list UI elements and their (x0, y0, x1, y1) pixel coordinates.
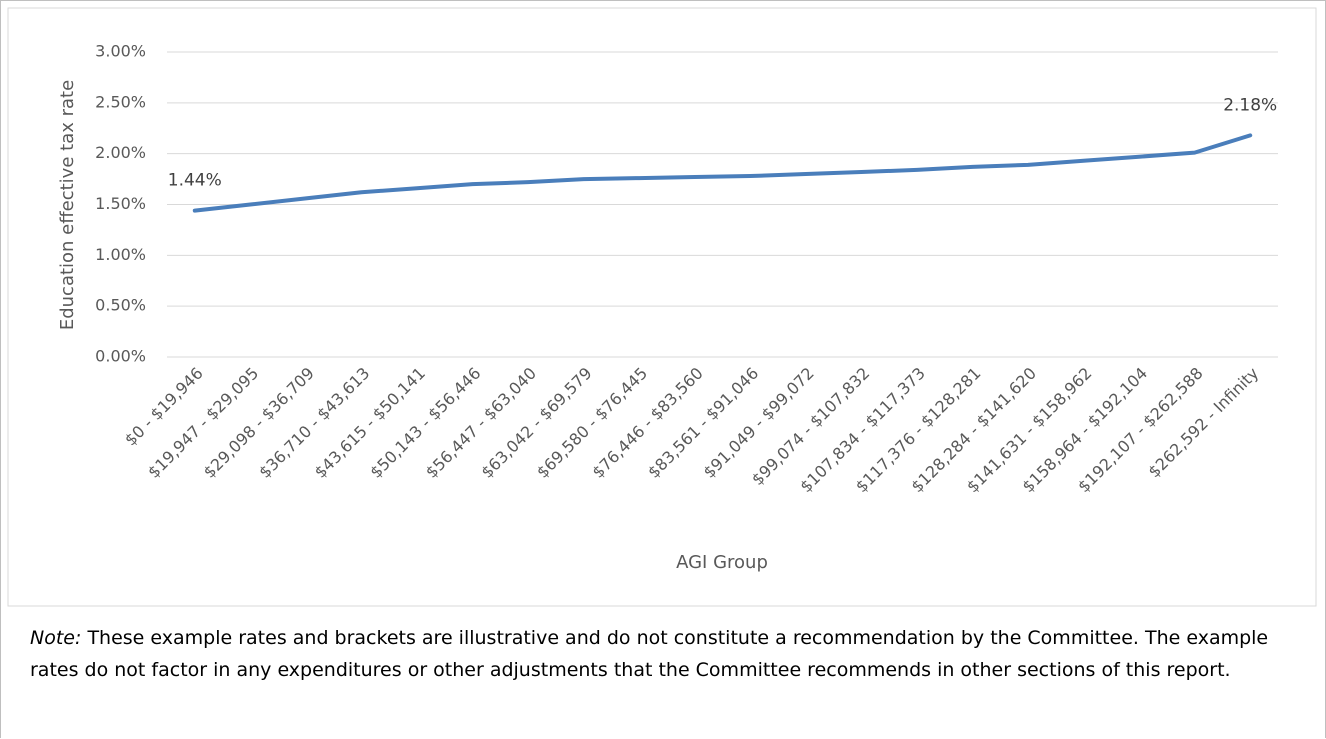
y-tick-label: 2.00% (95, 143, 146, 162)
data-line (192, 133, 1253, 213)
y-axis-title: Education effective tax rate (57, 80, 78, 330)
y-tick-label: 1.50% (95, 194, 146, 213)
x-axis-title: AGI Group (676, 552, 768, 573)
note-lead: Note: (30, 627, 82, 649)
chart-area (7, 7, 1317, 607)
y-tick-label: 0.50% (95, 296, 146, 315)
note-text: These example rates and brackets are ill… (30, 627, 1269, 681)
y-tick-label: 1.00% (95, 245, 146, 264)
chart: Education effective tax rate AGI Group 0… (7, 7, 1317, 607)
y-tick-label: 0.00% (95, 347, 146, 366)
note: Note: These example rates and brackets a… (30, 622, 1315, 686)
data-label: 2.18% (1223, 95, 1277, 115)
y-tick-label: 3.00% (95, 42, 146, 61)
data-label: 1.44% (168, 171, 222, 191)
y-tick-label: 2.50% (95, 92, 146, 111)
